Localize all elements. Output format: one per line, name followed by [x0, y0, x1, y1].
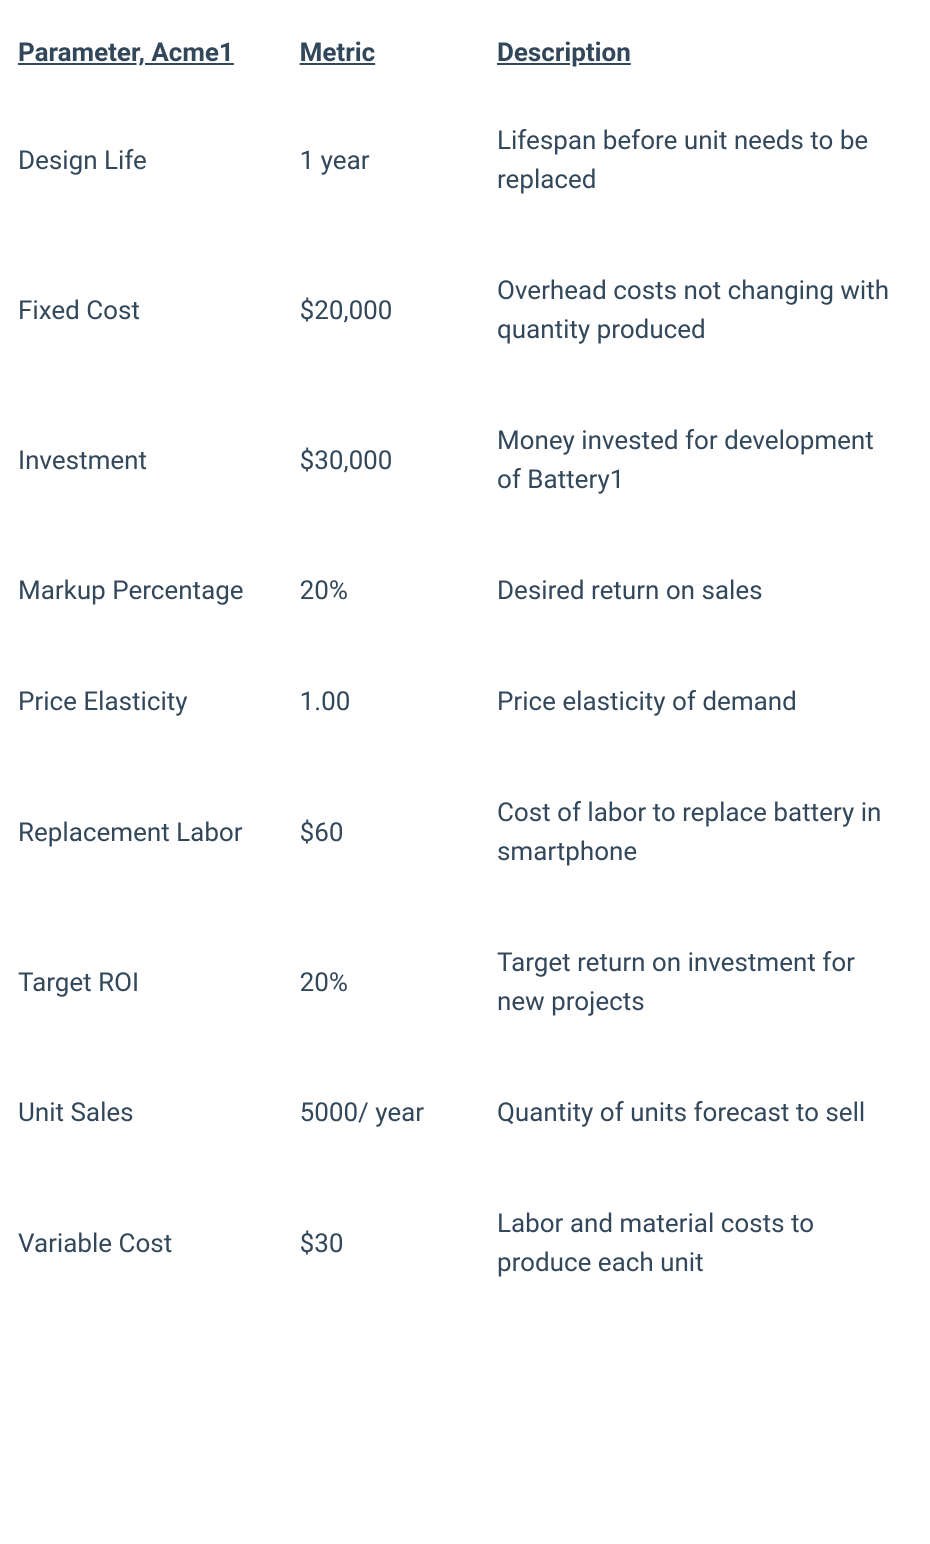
table-row: Markup Percentage20%Desired return on sa… [18, 536, 912, 647]
cell-metric: $30,000 [300, 386, 465, 536]
cell-description: Labor and material costs to produce each… [465, 1169, 912, 1319]
cell-metric: 1 year [300, 86, 465, 236]
cell-description: Cost of labor to replace battery in smar… [465, 758, 912, 908]
table-header-row: Parameter, Acme1 Metric Description [18, 20, 912, 86]
cell-parameter: Target ROI [18, 908, 300, 1058]
cell-metric: $20,000 [300, 236, 465, 386]
cell-parameter: Design Life [18, 86, 300, 236]
table-row: Target ROI20%Target return on investment… [18, 908, 912, 1058]
table-row: Replacement Labor$60Cost of labor to rep… [18, 758, 912, 908]
cell-metric: $30 [300, 1169, 465, 1319]
table-row: Fixed Cost$20,000Overhead costs not chan… [18, 236, 912, 386]
parameters-table: Parameter, Acme1 Metric Description Desi… [18, 20, 912, 1319]
header-parameter: Parameter, Acme1 [18, 20, 300, 86]
cell-parameter: Variable Cost [18, 1169, 300, 1319]
cell-description: Lifespan before unit needs to be replace… [465, 86, 912, 236]
cell-metric: 20% [300, 908, 465, 1058]
cell-metric: 20% [300, 536, 465, 647]
cell-parameter: Markup Percentage [18, 536, 300, 647]
cell-metric: 5000/ year [300, 1058, 465, 1169]
cell-parameter: Fixed Cost [18, 236, 300, 386]
cell-metric: 1.00 [300, 647, 465, 758]
header-metric: Metric [300, 20, 465, 86]
cell-description: Target return on investment for new proj… [465, 908, 912, 1058]
table-row: Investment$30,000Money invested for deve… [18, 386, 912, 536]
table-row: Unit Sales5000/ yearQuantity of units fo… [18, 1058, 912, 1169]
cell-metric: $60 [300, 758, 465, 908]
table-row: Variable Cost$30Labor and material costs… [18, 1169, 912, 1319]
cell-parameter: Replacement Labor [18, 758, 300, 908]
cell-parameter: Price Elasticity [18, 647, 300, 758]
cell-description: Money invested for development of Batter… [465, 386, 912, 536]
table-row: Price Elasticity1.00Price elasticity of … [18, 647, 912, 758]
cell-description: Price elasticity of demand [465, 647, 912, 758]
cell-description: Overhead costs not changing with quantit… [465, 236, 912, 386]
cell-description: Quantity of units forecast to sell [465, 1058, 912, 1169]
cell-parameter: Investment [18, 386, 300, 536]
cell-description: Desired return on sales [465, 536, 912, 647]
cell-parameter: Unit Sales [18, 1058, 300, 1169]
table-row: Design Life1 yearLifespan before unit ne… [18, 86, 912, 236]
header-description: Description [465, 20, 912, 86]
